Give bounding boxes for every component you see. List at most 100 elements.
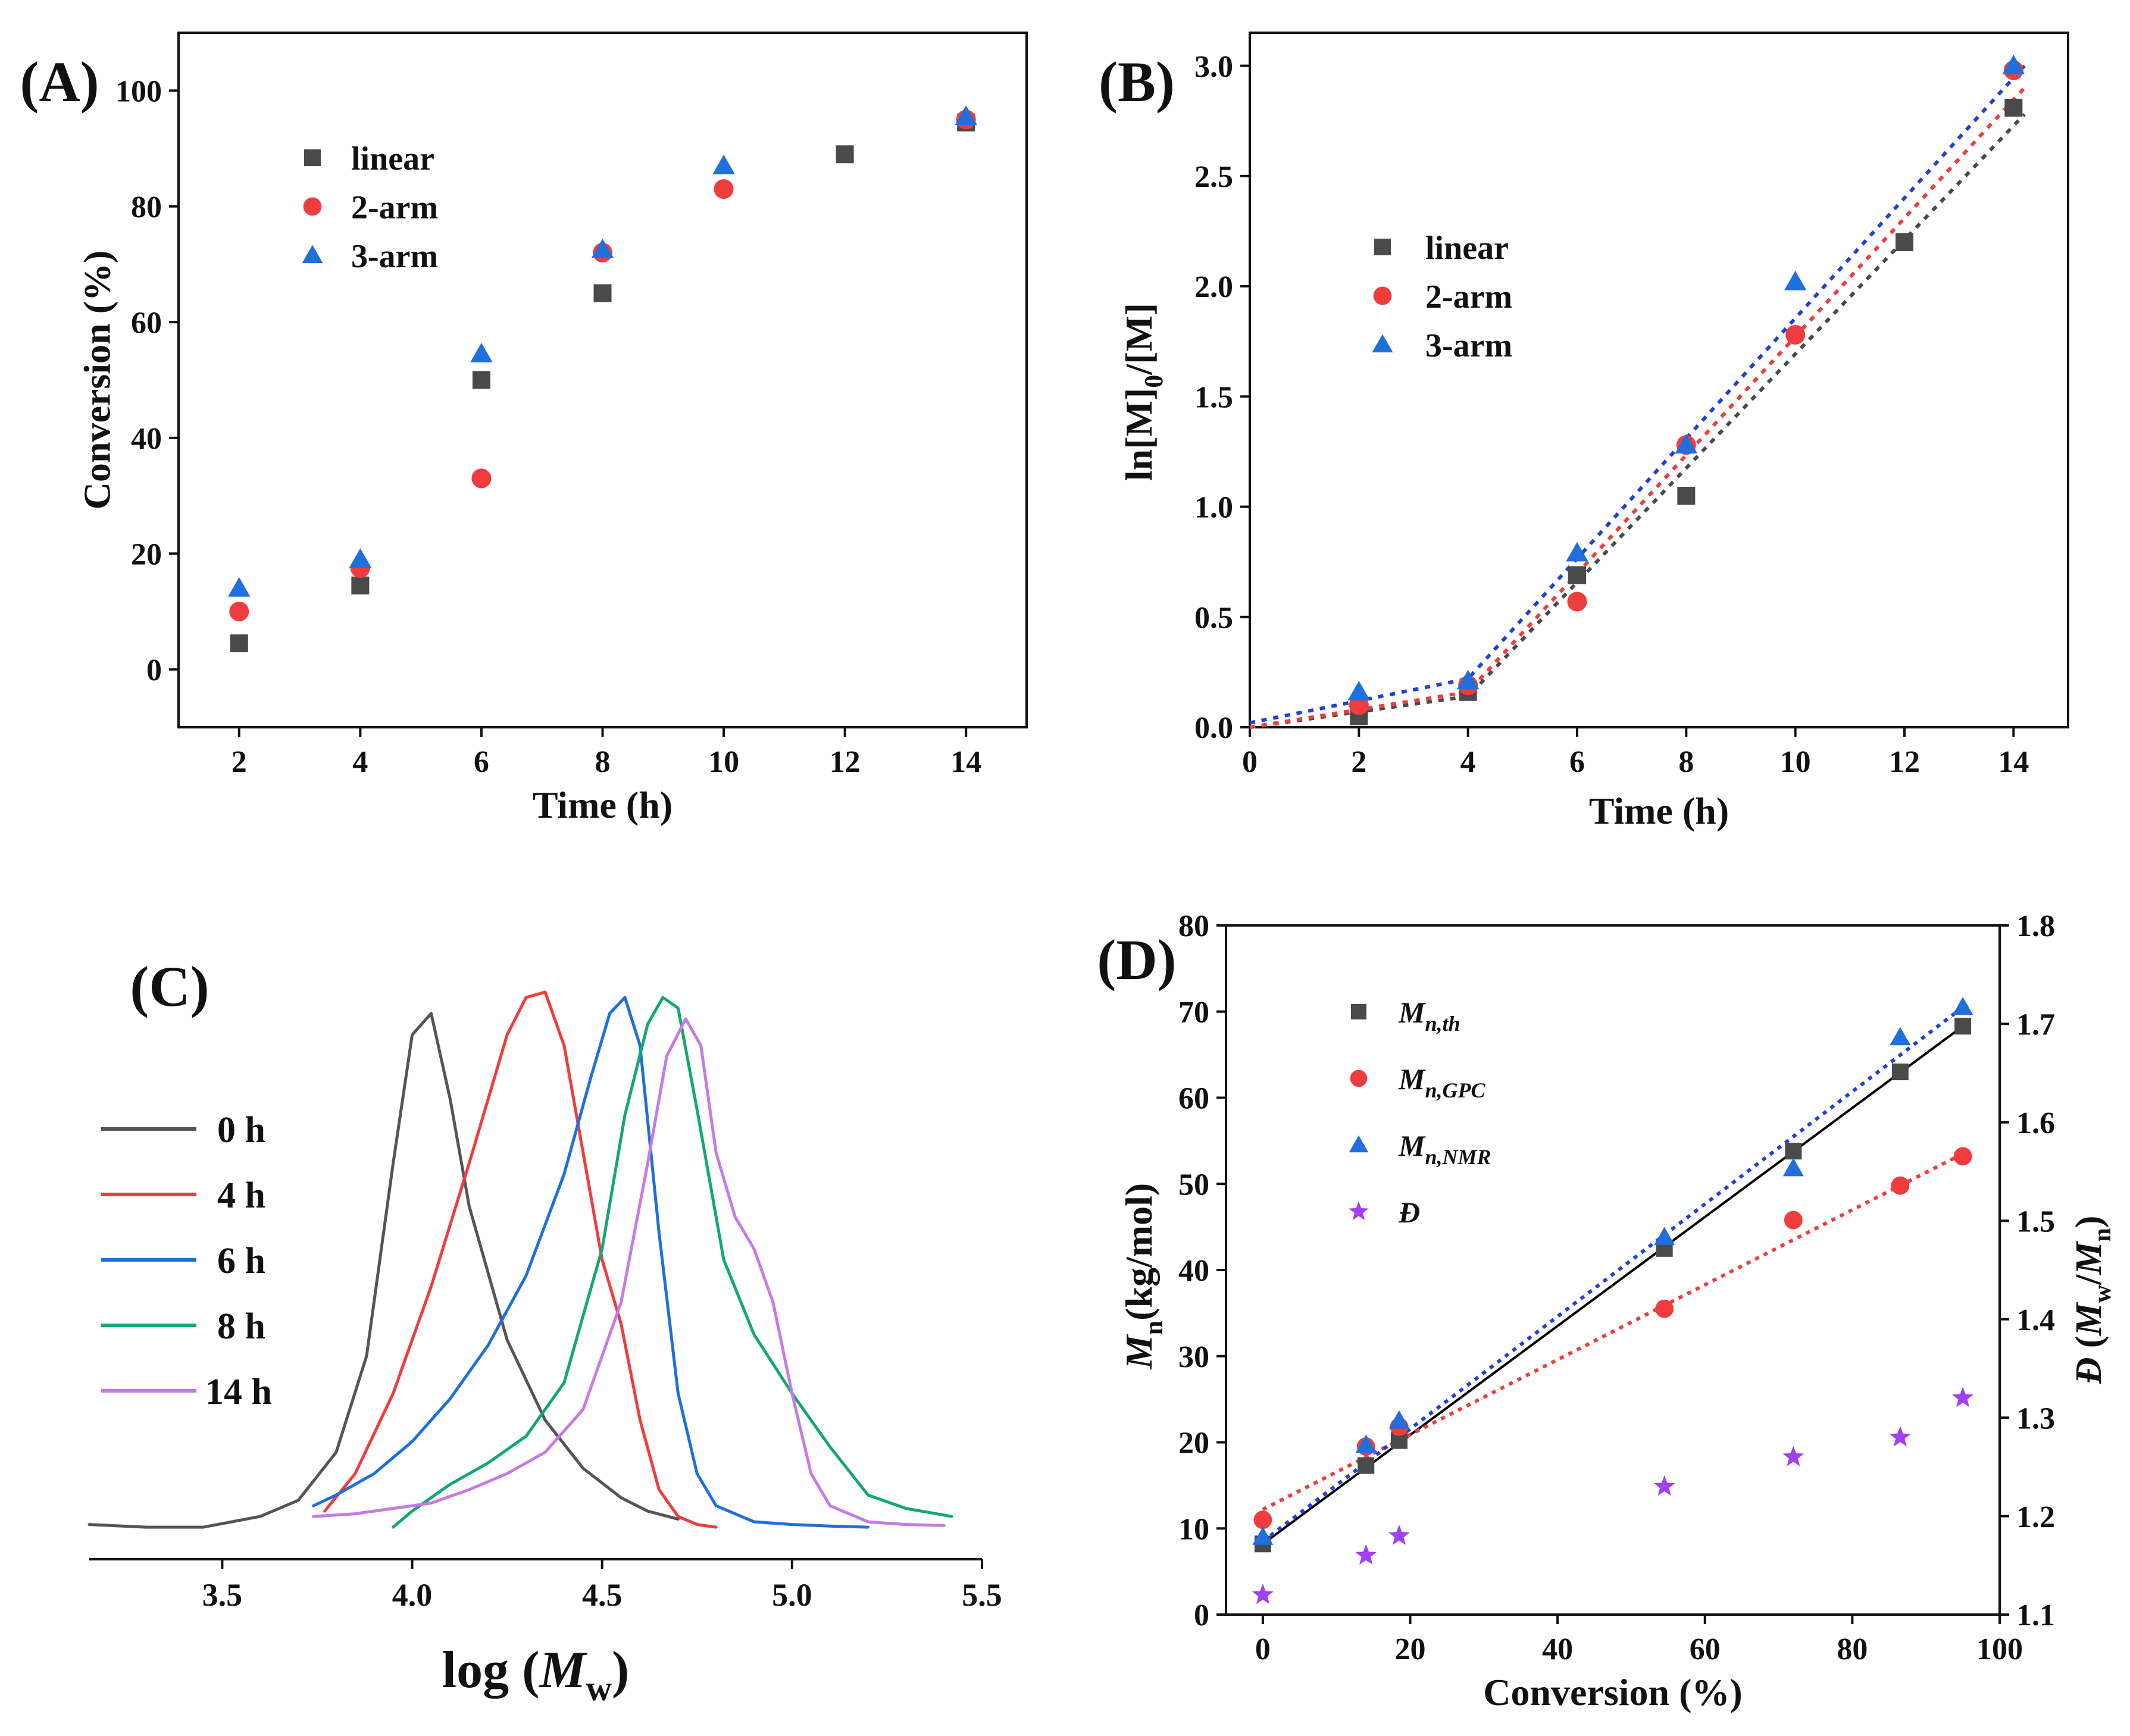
data-point-Mn-NMR	[1252, 1527, 1274, 1545]
y-right-axis-title-d: Đ	[2069, 1357, 2109, 1385]
legend-label-sub: n,NMR	[1425, 1145, 1491, 1169]
y-axis-title-tail: /[M]	[1118, 303, 1160, 376]
data-point-Đ	[1355, 1544, 1377, 1565]
curve-8-h	[392, 996, 953, 1529]
fit-line-Mn-th-fit	[1262, 1025, 1964, 1545]
x-axis-title-tail: )	[612, 1641, 629, 1699]
data-point-linear	[472, 371, 490, 389]
x-tick-label: 14	[1998, 745, 2029, 779]
legend-label-8-h: 8 h	[217, 1306, 265, 1347]
x-tick-label: 5.5	[962, 1577, 1002, 1613]
legend-label-main: M	[1398, 1129, 1426, 1162]
legend-label-main: M	[1398, 996, 1426, 1029]
x-tick-label: 4.0	[392, 1577, 433, 1613]
y-right-tick-label: 1.7	[2016, 1008, 2055, 1042]
y-tick-label: 3.0	[1194, 50, 1233, 84]
data-point-2-arm	[471, 468, 492, 489]
x-tick-label: 10	[1780, 745, 1811, 779]
curve-14-h	[312, 1017, 946, 1527]
x-tick-label: 100	[1976, 1632, 2023, 1666]
data-point-Đ	[1889, 1426, 1911, 1447]
legend-label-linear: linear	[1425, 230, 1509, 267]
y-right-axis-title-slash: /	[2069, 1274, 2109, 1285]
y-tick-label: 40	[131, 422, 162, 456]
x-tick-label: 4.5	[582, 1577, 623, 1613]
panel-label: (A)	[20, 50, 99, 114]
y-tick-label: 0	[1194, 1599, 1209, 1632]
data-point-2-arm	[229, 602, 249, 621]
curve-4-h	[323, 990, 718, 1529]
y-tick-label: 10	[1178, 1512, 1209, 1546]
y-tick-label: 2.0	[1194, 270, 1233, 304]
y-right-axis-title-s2: n	[2089, 1228, 2116, 1241]
y-tick-label: 80	[1178, 909, 1209, 943]
x-tick-label: 4	[1460, 745, 1476, 779]
y-tick-label: 40	[1178, 1254, 1209, 1288]
data-point-3-arm	[1675, 434, 1698, 453]
panel-label: (D)	[1097, 928, 1176, 991]
x-tick-label: 8	[1678, 745, 1694, 779]
y-right-axis-title-s1: w	[2089, 1284, 2116, 1303]
x-tick-label: 14	[950, 745, 981, 779]
data-point-Mn-GPC	[1253, 1510, 1272, 1529]
y-axis-title-sub: n	[1139, 1321, 1168, 1335]
x-tick-label: 2	[1351, 745, 1366, 779]
data-point-3-arm	[712, 154, 735, 174]
y-right-axis-title-m2: M	[2069, 1241, 2109, 1275]
x-tick-label: 3.5	[202, 1577, 243, 1613]
y-tick-label: 60	[131, 306, 162, 340]
y-tick-label: 0.5	[1194, 601, 1233, 635]
legend-label-sub: n,th	[1425, 1012, 1460, 1036]
data-point-linear	[593, 284, 612, 302]
data-point-Đ	[1653, 1475, 1675, 1496]
data-point-Mn-th	[1358, 1457, 1375, 1474]
data-point-Mn-GPC	[1784, 1210, 1803, 1230]
data-point-Mn-GPC	[1655, 1299, 1674, 1318]
x-tick-label: 20	[1395, 1632, 1426, 1666]
panel-label: (C)	[130, 955, 209, 1018]
legend-label-2-arm: 2-arm	[351, 189, 438, 226]
data-point-linear	[1677, 487, 1696, 505]
legend-label-2: Mn,NMR	[1398, 1129, 1491, 1169]
legend-label-1: Mn,GPC	[1398, 1062, 1485, 1102]
y-right-tick-label: 1.4	[2016, 1303, 2055, 1337]
x-tick-label: 6	[474, 745, 489, 779]
y-axis-title-main: ln[M]	[1118, 388, 1160, 481]
y-tick-label: 0.0	[1194, 711, 1233, 745]
data-point-Đ	[1252, 1584, 1274, 1604]
x-axis-title: Time (h)	[533, 784, 673, 826]
data-point-3-arm	[1456, 670, 1480, 690]
y-tick-label: 1.0	[1194, 491, 1233, 525]
legend-marker-2-arm	[303, 197, 322, 216]
y-tick-label: 100	[115, 74, 162, 108]
x-tick-label: 8	[595, 745, 611, 779]
legend-label-3-arm: 3-arm	[1425, 327, 1512, 364]
fit-line-2-arm-fit	[1249, 86, 2026, 729]
legend-marker-0	[1351, 1004, 1366, 1019]
legend-marker-3-arm	[1372, 334, 1393, 353]
data-point-3-arm	[1566, 542, 1588, 562]
legend-marker-linear	[304, 149, 321, 166]
legend-label-14-h: 14 h	[205, 1372, 272, 1412]
curve-0-h	[87, 1012, 680, 1529]
legend-label-main: Đ	[1398, 1196, 1420, 1229]
y-right-tick-label: 1.8	[2016, 909, 2055, 943]
legend-label-4-h: 4 h	[217, 1175, 265, 1216]
y-axis-title-sub: 0	[1139, 375, 1168, 388]
data-point-2-arm	[714, 179, 734, 199]
legend-marker-linear	[1374, 239, 1391, 255]
y-right-tick-label: 1.3	[2016, 1402, 2055, 1435]
curve-6-h	[312, 996, 869, 1529]
x-tick-label: 6	[1569, 745, 1585, 779]
y-axis-title: Mn(kg/mol)	[1118, 1183, 1168, 1369]
y-right-axis-title-close: )	[2069, 1216, 2109, 1228]
legend-label-0: Mn,th	[1398, 996, 1460, 1036]
y-right-tick-label: 1.1	[2016, 1599, 2055, 1632]
legend-label-linear: linear	[351, 140, 434, 177]
data-point-3-arm	[349, 548, 372, 568]
y-tick-label: 0	[146, 653, 162, 687]
data-point-Mn-GPC	[1891, 1176, 1910, 1195]
y-right-tick-label: 1.6	[2016, 1106, 2055, 1140]
